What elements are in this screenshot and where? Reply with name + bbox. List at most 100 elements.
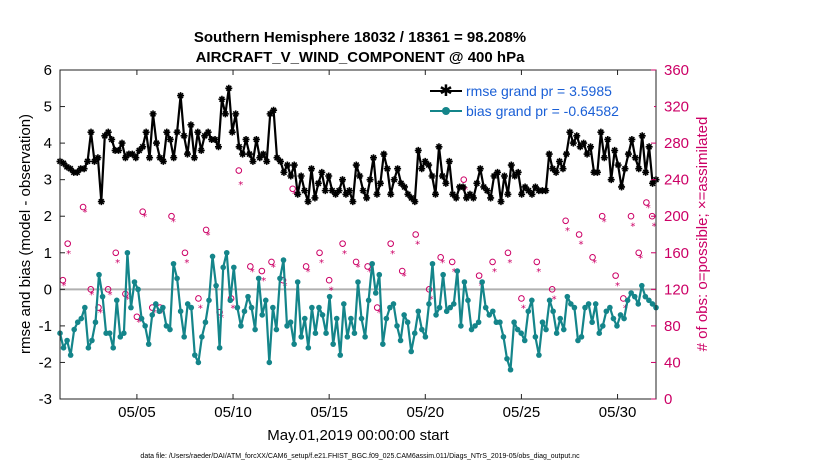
rmse-point: [628, 135, 636, 143]
bias-point: [323, 330, 329, 337]
rmse-point: [445, 157, 453, 165]
rmse-point: [463, 194, 471, 202]
rmse-point: [170, 154, 178, 162]
bias-point: [376, 271, 383, 278]
obs-possible-point: [575, 231, 583, 238]
bias-point: [362, 334, 368, 340]
rmse-point: [449, 190, 457, 198]
bias-point: [443, 308, 450, 315]
rmse-point: [146, 154, 154, 162]
bias-point: [603, 308, 610, 315]
bias-point: [309, 304, 315, 311]
rmse-point: [483, 187, 491, 195]
bias-point: [560, 326, 567, 333]
bias-point: [599, 323, 606, 329]
obs-assimilated-point: *: [61, 281, 66, 292]
obs-possible-point: [562, 217, 569, 225]
x-tick-label: 05/05: [118, 404, 156, 421]
obs-assimilated-point: *: [646, 203, 651, 214]
rmse-point: [80, 165, 88, 173]
rmse-point: [435, 143, 443, 151]
x-tick-label: 05/25: [503, 404, 541, 421]
bias-point: [280, 257, 287, 263]
obs-assimilated-point: *: [492, 267, 497, 278]
bias-point: [195, 359, 202, 366]
y-left-tick-label: 1: [44, 245, 52, 262]
rmse-point: [414, 146, 422, 154]
rmse-point: [66, 165, 74, 173]
rmse-point: [469, 194, 477, 202]
bias-point: [415, 308, 422, 315]
y-right-tick-label: 360: [664, 62, 689, 79]
obs-possible-point: [104, 286, 112, 293]
rmse-point: [480, 183, 488, 191]
bias-point: [273, 326, 280, 333]
rmse-point: [432, 190, 440, 198]
obs-assimilated-point: *: [89, 290, 94, 301]
obs-assimilated-point: *: [125, 294, 130, 305]
rmse-point: [542, 187, 550, 195]
bias-point: [294, 279, 301, 285]
bias-point: [529, 297, 535, 304]
obs-possible-point: [64, 240, 71, 247]
y-right-tick-label: 280: [664, 135, 689, 152]
obs-possible-point: [635, 249, 642, 257]
y-left-tick-label: 4: [44, 135, 52, 152]
obs-possible-point: [79, 203, 87, 211]
rmse-point: [283, 161, 291, 169]
legend-rmse-marker: ✱: [439, 81, 452, 100]
rmse-point: [514, 168, 522, 176]
rmse-point: [604, 135, 612, 143]
bias-point: [372, 290, 379, 296]
rmse-point: [242, 135, 250, 143]
bias-point: [138, 315, 145, 322]
obs-assimilated-point: *: [356, 262, 361, 273]
bias-point: [333, 315, 340, 322]
bias-point: [511, 319, 517, 326]
rmse-point: [108, 135, 116, 143]
rmse-point: [607, 176, 615, 184]
obs-assimilated-point: *: [231, 304, 236, 315]
bias-series-layer: [57, 249, 659, 373]
bias-point: [525, 308, 532, 315]
y-axis-left-label: rmse and bias (model - observation): [17, 114, 34, 354]
rmse-point: [576, 143, 584, 151]
bias-point: [145, 341, 152, 347]
bias-point: [475, 319, 482, 326]
footnote: data file: /Users/raeder/DAI/ATM_forcXX/…: [140, 453, 580, 460]
bias-point: [479, 279, 485, 285]
bias-point: [184, 301, 191, 307]
rmse-point: [556, 157, 564, 165]
bias-point: [472, 323, 478, 329]
bias-point: [124, 249, 131, 256]
obs-assimilated-point: *: [615, 281, 620, 292]
rmse-point: [466, 190, 474, 198]
rmse-point: [621, 165, 629, 173]
bias-point: [110, 345, 117, 351]
rmse-point: [204, 128, 212, 136]
bias-point: [284, 323, 290, 329]
bias-point: [223, 249, 230, 256]
legend-rmse-label: rmse grand pr = 3.5985: [466, 83, 612, 99]
rmse-point: [559, 165, 567, 173]
rmse-point: [232, 110, 240, 118]
rmse-point: [611, 146, 619, 154]
bias-point: [514, 326, 521, 333]
bias-point: [152, 301, 159, 307]
obs-possible-point: [139, 208, 146, 215]
bias-point: [74, 319, 81, 326]
bias-point: [482, 304, 489, 311]
rmse-point: [135, 146, 143, 154]
rmse-point: [624, 150, 632, 158]
bias-point: [426, 301, 432, 307]
rmse-point: [387, 190, 395, 198]
rmse-point: [618, 183, 626, 191]
legend: ✱ rmse grand pr = 3.5985 bias grand pr =…: [426, 78, 654, 122]
bias-point: [170, 260, 177, 267]
y-right-tick-label: 40: [664, 354, 681, 371]
rmse-point: [142, 128, 150, 136]
obs-possible-point: [612, 272, 619, 279]
x-axis-label: May.01,2019 00:00:00 start: [267, 427, 449, 444]
plot-area: [60, 70, 656, 399]
